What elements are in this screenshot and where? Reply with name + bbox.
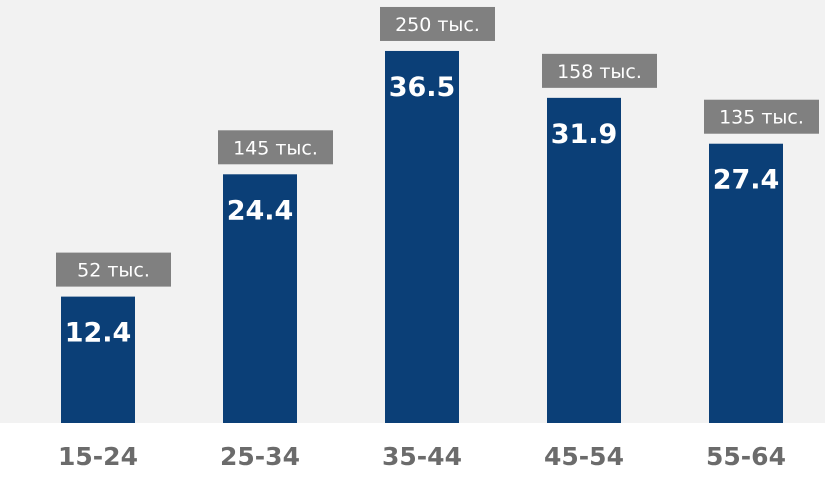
- annotation-label: 145 тыс.: [233, 137, 318, 159]
- annotation-badge: [380, 6, 495, 41]
- category-label: 15-24: [58, 442, 138, 471]
- annotation-badge: [218, 130, 333, 165]
- category-label: 25-34: [220, 442, 300, 471]
- annotation-label: 158 тыс.: [557, 61, 642, 83]
- annotation-badge: [704, 99, 819, 134]
- bar-55-64: [709, 143, 783, 423]
- bar-value-label: 27.4: [713, 165, 780, 196]
- annotation-badge: [542, 53, 657, 88]
- bar-35-44: [385, 50, 459, 423]
- annotation-label: 135 тыс.: [719, 107, 804, 129]
- labels: 12.4 52 тыс. 15-24 24.4 145 тыс. 25-34 36.5 250…: [56, 6, 819, 471]
- annotation-label: 52 тыс.: [77, 260, 150, 282]
- bar-15-24: [61, 296, 135, 423]
- bar-value-label: 12.4: [65, 318, 132, 349]
- annotation-badge: [56, 252, 171, 287]
- category-label: 35-44: [382, 442, 462, 471]
- bar-value-label: 31.9: [551, 119, 618, 150]
- bars: [61, 50, 783, 424]
- category-label: 45-54: [544, 442, 624, 471]
- annotation-label: 250 тыс.: [395, 14, 480, 36]
- bar-value-label: 24.4: [227, 195, 294, 226]
- bar-45-54: [547, 97, 621, 424]
- category-label: 55-64: [706, 442, 786, 471]
- bar-25-34: [223, 174, 297, 423]
- bar-value-label: 36.5: [389, 72, 456, 103]
